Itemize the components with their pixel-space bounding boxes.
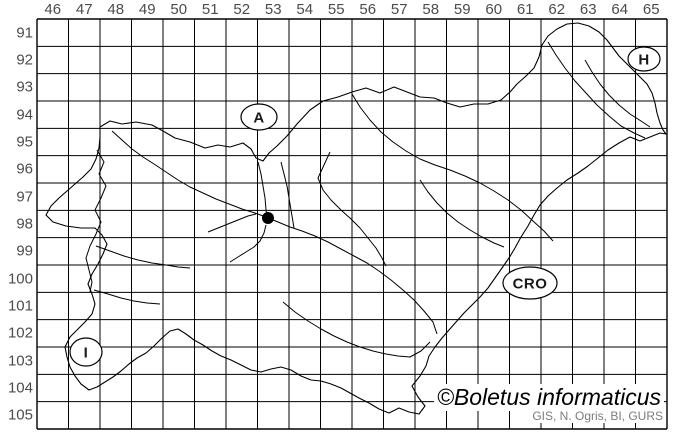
row-label-97: 97 <box>16 188 33 206</box>
row-label-91: 91 <box>16 24 33 42</box>
column-label-64: 64 <box>611 1 629 18</box>
column-label-60: 60 <box>485 1 503 18</box>
river-line <box>419 179 505 248</box>
row-label-92: 92 <box>16 51 33 69</box>
copyright-text: ©Boletus informaticus <box>433 384 664 411</box>
river-line <box>317 151 387 267</box>
row-label-101: 101 <box>7 297 33 315</box>
column-label-57: 57 <box>390 1 408 18</box>
column-label-62: 62 <box>548 1 566 18</box>
country-label-a: A <box>253 109 265 127</box>
river-line <box>280 161 295 229</box>
country-label-cro: CRO <box>512 275 548 293</box>
column-label-49: 49 <box>138 1 156 18</box>
row-label-93: 93 <box>16 78 33 96</box>
river-line <box>282 301 431 358</box>
river-line <box>207 213 257 233</box>
river-line <box>584 59 651 128</box>
column-label-51: 51 <box>201 1 219 18</box>
row-label-99: 99 <box>16 242 33 260</box>
column-label-63: 63 <box>579 1 597 18</box>
river-line <box>351 93 554 242</box>
country-label-h: H <box>638 51 650 69</box>
column-label-58: 58 <box>422 1 440 18</box>
row-label-96: 96 <box>16 160 33 178</box>
river-line <box>93 289 161 305</box>
row-label-100: 100 <box>7 270 33 288</box>
row-label-105: 105 <box>7 406 33 424</box>
credits-text: GIS, N. Ogris, BI, GURS <box>530 409 665 423</box>
country-oval-a <box>240 103 278 131</box>
row-label-98: 98 <box>16 215 33 233</box>
occurrence-dot <box>262 212 274 224</box>
country-label-i: I <box>83 344 89 362</box>
column-label-56: 56 <box>359 1 377 18</box>
river-line <box>85 149 107 293</box>
column-label-48: 48 <box>107 1 125 18</box>
country-oval-h <box>627 46 661 72</box>
column-label-61: 61 <box>516 1 534 18</box>
river-line <box>257 161 268 217</box>
column-label-55: 55 <box>327 1 345 18</box>
column-label-53: 53 <box>264 1 282 18</box>
column-label-47: 47 <box>75 1 93 18</box>
column-label-50: 50 <box>170 1 188 18</box>
row-label-104: 104 <box>7 379 33 397</box>
column-label-54: 54 <box>296 1 314 18</box>
row-label-103: 103 <box>7 352 33 370</box>
country-oval-i <box>69 337 103 367</box>
country-oval-cro <box>502 266 558 300</box>
column-label-59: 59 <box>453 1 471 18</box>
column-label-52: 52 <box>233 1 251 18</box>
row-label-94: 94 <box>16 106 33 124</box>
column-label-65: 65 <box>642 1 660 18</box>
river-line <box>95 245 191 269</box>
river-line <box>229 224 267 263</box>
row-label-102: 102 <box>7 324 33 342</box>
country-border-line <box>45 22 667 415</box>
row-label-95: 95 <box>16 133 33 151</box>
river-line <box>111 130 438 335</box>
river-line <box>547 41 646 139</box>
column-label-46: 46 <box>44 1 62 18</box>
